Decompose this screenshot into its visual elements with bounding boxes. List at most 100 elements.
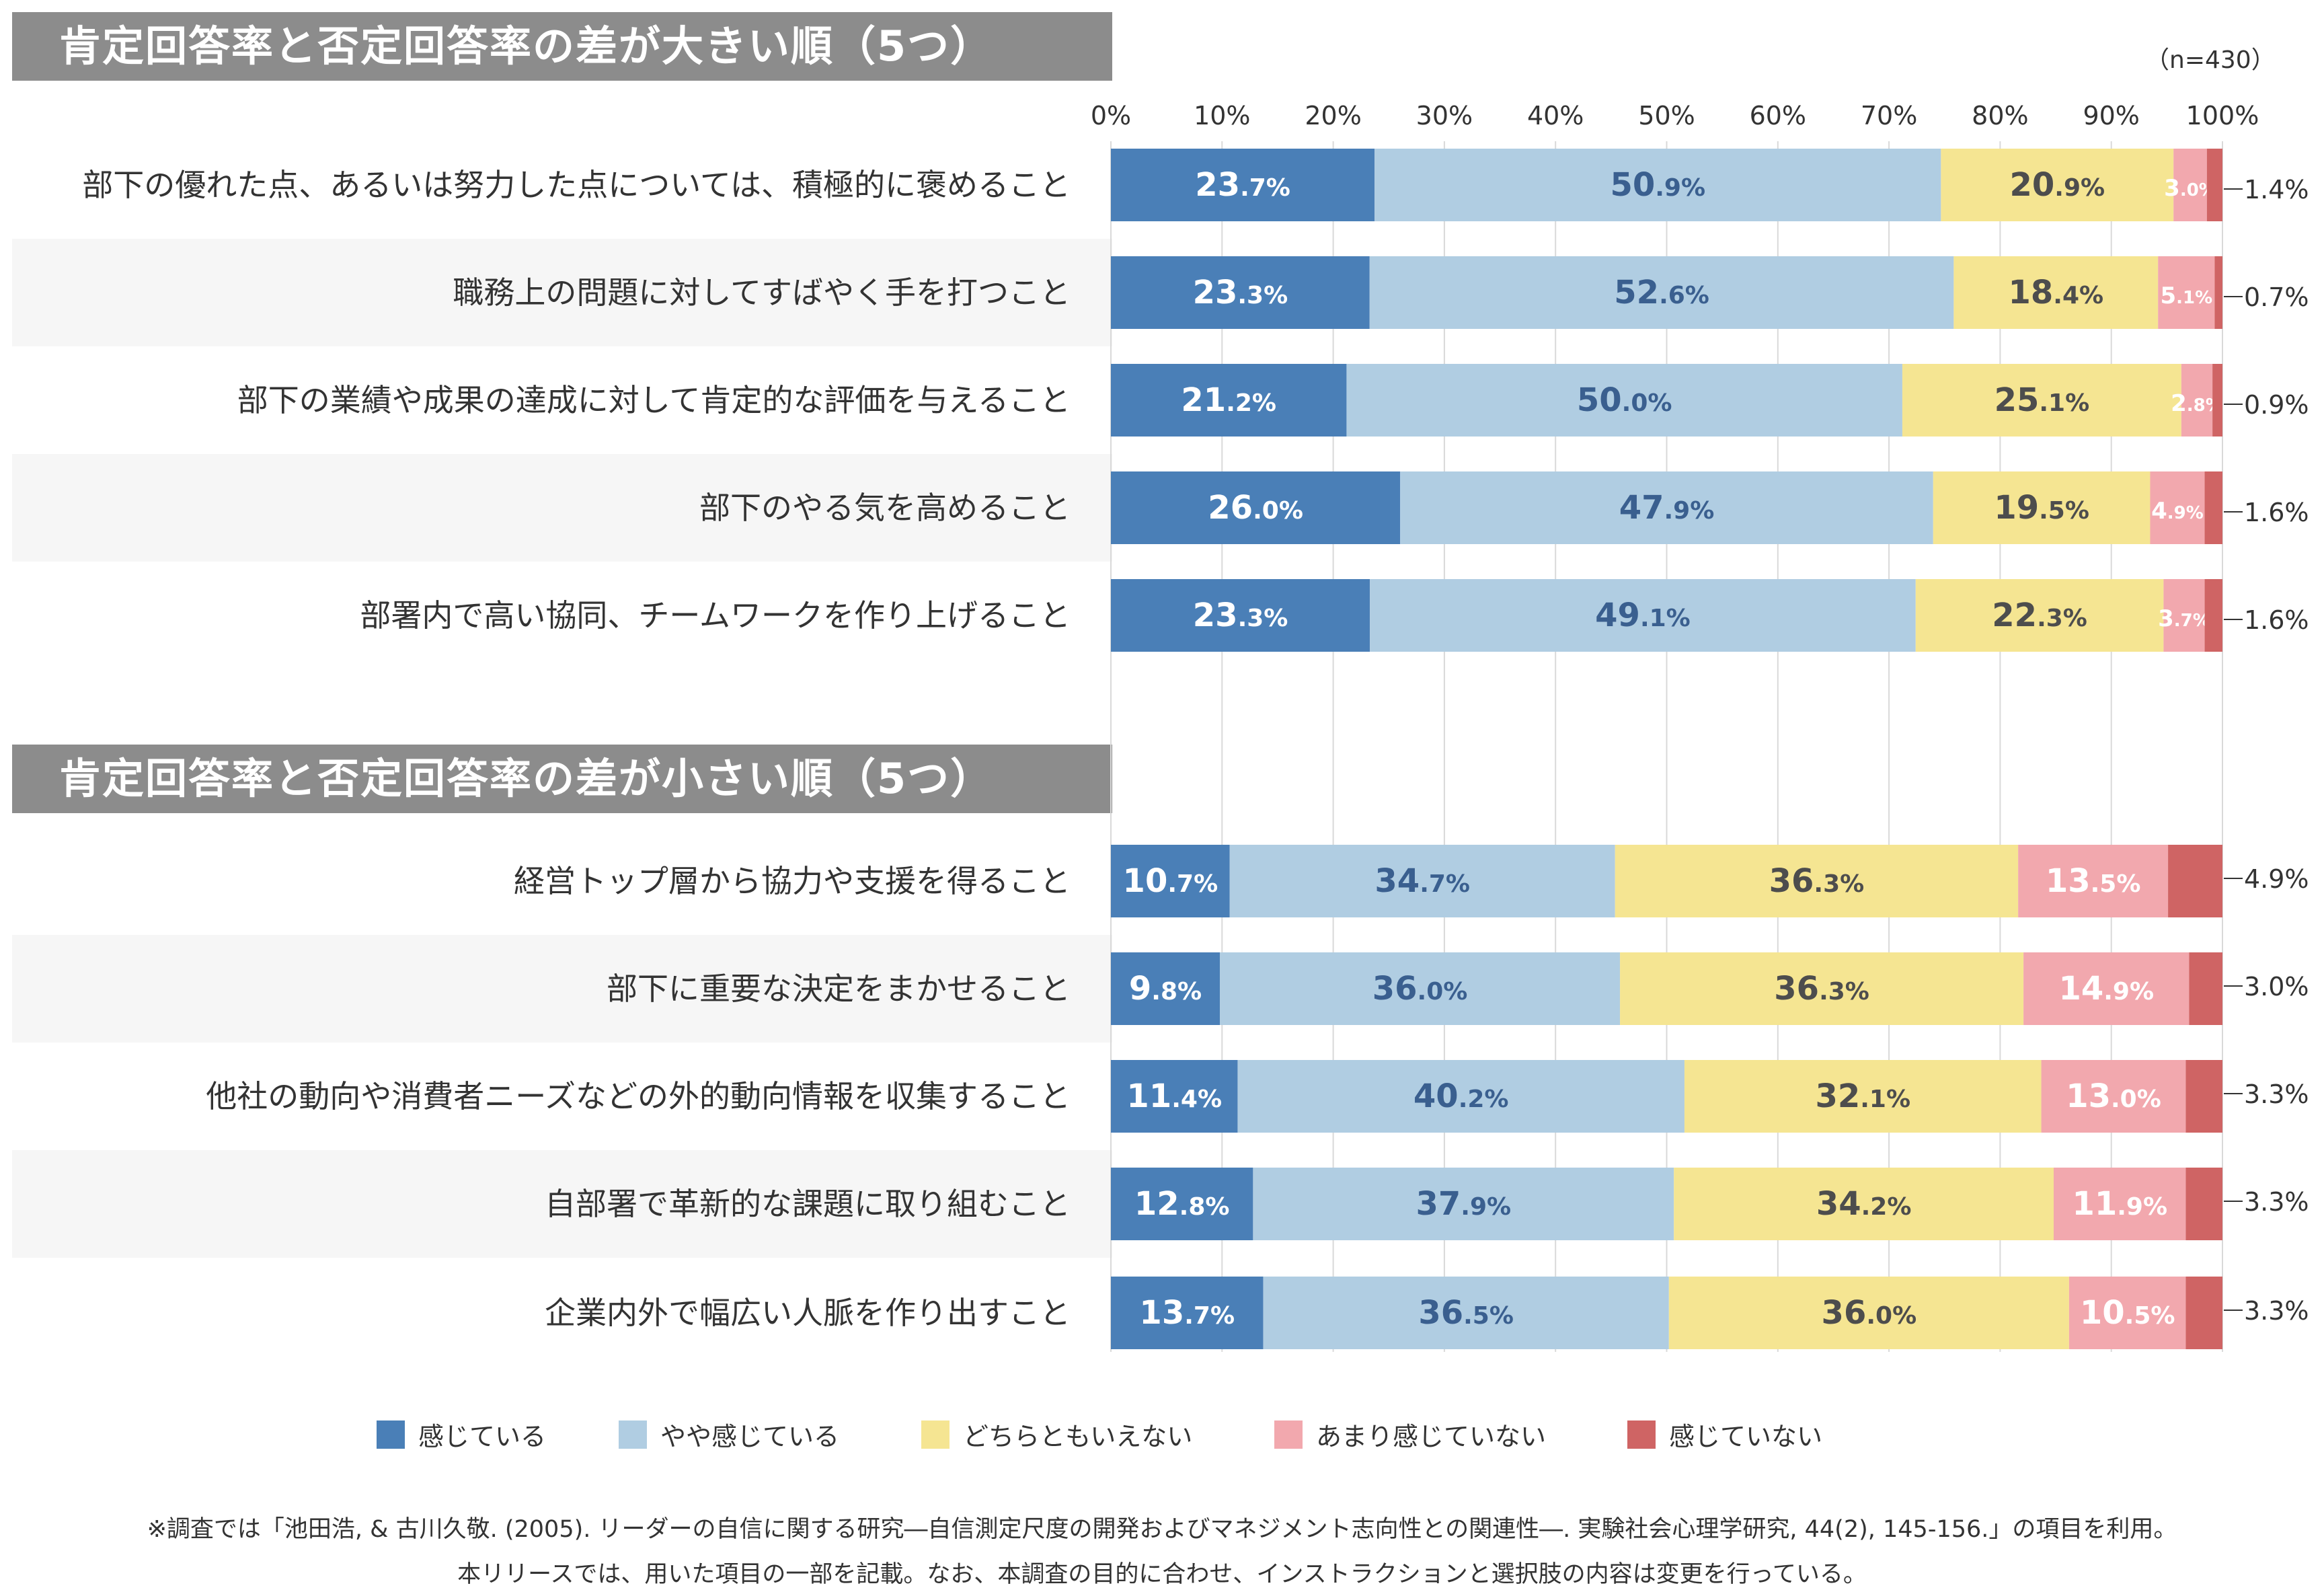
data-label: 40.2% [1413, 1077, 1509, 1115]
legend-label-2: やや感じている [660, 1422, 840, 1451]
bar-segment [1111, 1168, 1253, 1240]
bar-segment [1111, 952, 1220, 1025]
bar-segment [2185, 1277, 2222, 1349]
data-label: 20.9% [2009, 166, 2105, 204]
bar-segment [2041, 1060, 2186, 1133]
bar-segment [1111, 579, 1370, 652]
category-label: 部下の優れた点、あるいは努力した点については、積極的に褒めること [82, 167, 1071, 203]
bar-segment [2018, 845, 2169, 917]
bar-segment [2163, 579, 2205, 652]
bar-segment [2204, 579, 2222, 652]
data-label: 47.9% [1619, 489, 1715, 527]
x-tick-label: 60% [1750, 101, 1806, 130]
data-label: 14.9% [2058, 970, 2154, 1008]
outside-data-label: 1.6% [2244, 498, 2309, 527]
row-background [12, 454, 1112, 562]
row-background [12, 935, 1112, 1043]
data-label: 5.1% [2160, 282, 2212, 309]
data-label: 23.3% [1193, 274, 1288, 311]
data-label: 34.2% [1816, 1185, 1912, 1223]
legend-swatch-1 [377, 1420, 405, 1449]
legend-swatch-4 [1274, 1420, 1303, 1449]
bar-segment [1374, 149, 1941, 221]
legend-label-4: あまり感じていない [1316, 1422, 1547, 1451]
bar-segment [1933, 471, 2151, 544]
x-tick-label: 40% [1527, 101, 1584, 130]
bar-segment [2185, 1168, 2222, 1240]
legend-item-4: あまり感じていない [1274, 1416, 1546, 1453]
bar-segment [1111, 471, 1401, 544]
data-label: 36.3% [1769, 862, 1865, 900]
data-label: 36.3% [1774, 970, 1869, 1008]
data-label: 10.5% [2080, 1294, 2175, 1332]
data-label: 3.7% [2158, 605, 2210, 632]
data-label: 49.1% [1595, 597, 1691, 634]
bar-segment [1620, 952, 2024, 1025]
bar-segment [1111, 364, 1347, 437]
category-label: 経営トップ層から協力や支援を得ること [514, 863, 1071, 899]
bar-segment [2204, 471, 2222, 544]
section-header-largest-gap: 肯定回答率と否定回答率の差が大きい順（5つ） [12, 12, 1112, 81]
legend-swatch-5 [1627, 1420, 1656, 1449]
data-label: 21.2% [1181, 381, 1276, 419]
x-tick-label: 0% [1091, 101, 1131, 130]
bar-segment [2206, 149, 2222, 221]
legend-label-3: どちらともいえない [963, 1422, 1193, 1451]
bar-segment [1941, 149, 2174, 221]
data-label: 25.1% [1994, 381, 2090, 419]
data-label: 37.9% [1416, 1185, 1512, 1223]
data-label: 36.0% [1822, 1294, 1917, 1332]
bar-segment [1674, 1168, 2054, 1240]
outside-data-label: 4.9% [2244, 864, 2309, 894]
bar-segment [2150, 471, 2205, 544]
data-label: 13.7% [1139, 1294, 1235, 1332]
outside-data-label: 3.3% [2244, 1296, 2309, 1326]
legend-item-5: 感じていない [1627, 1416, 1822, 1453]
x-tick-label: 80% [1972, 101, 2028, 130]
data-label: 13.5% [2046, 862, 2141, 900]
data-label: 22.3% [1992, 597, 2087, 634]
bar-segment [1111, 845, 1230, 917]
category-label: 他社の動向や消費者ニーズなどの外的動向情報を収集すること [206, 1078, 1071, 1114]
bar-segment [1953, 256, 2159, 329]
data-label: 9.8% [1129, 970, 1202, 1008]
legend-item-2: やや感じている [619, 1416, 839, 1453]
data-label: 50.9% [1610, 166, 1705, 204]
bar-segment [2173, 149, 2207, 221]
outside-data-label: 3.3% [2244, 1187, 2309, 1217]
data-label: 50.0% [1577, 381, 1672, 419]
outside-data-label: 1.4% [2244, 175, 2309, 204]
x-tick-label: 70% [1861, 101, 1917, 130]
sample-size-label: （n=430） [2145, 46, 2276, 74]
data-label: 18.4% [2009, 274, 2104, 311]
data-label: 10.7% [1123, 862, 1218, 900]
x-tick-label: 10% [1194, 101, 1250, 130]
legend-swatch-2 [619, 1420, 647, 1449]
data-label: 23.3% [1193, 597, 1288, 634]
legend-item-3: どちらともいえない [921, 1416, 1192, 1453]
data-label: 4.9% [2151, 498, 2204, 525]
x-tick-label: 20% [1305, 101, 1361, 130]
bar-segment [1370, 579, 1916, 652]
outside-data-label: 1.6% [2244, 605, 2309, 635]
data-label: 11.9% [2072, 1185, 2167, 1223]
data-label: 32.1% [1815, 1077, 1910, 1115]
bar-segment [1902, 364, 2181, 437]
category-label: 自部署で革新的な課題に取り組むこと [545, 1186, 1071, 1222]
outside-data-label: 0.7% [2244, 282, 2309, 312]
outside-data-label: 3.3% [2244, 1079, 2309, 1109]
legend-swatch-3 [921, 1420, 950, 1449]
category-label: 職務上の問題に対してすばやく手を打つこと [453, 274, 1071, 311]
bar-segment [2023, 952, 2190, 1025]
category-label: 部下の業績や成果の達成に対して肯定的な評価を与えること [237, 382, 1071, 418]
legend: 感じている やや感じている どちらともいえない あまり感じていない 感じていない [0, 1416, 2324, 1451]
x-tick-label: 50% [1638, 101, 1695, 130]
data-label: 11.4% [1126, 1077, 1222, 1115]
row-background [12, 239, 1112, 346]
x-tick-label: 30% [1416, 101, 1473, 130]
bar-segment [2212, 364, 2222, 437]
bar-segment [1346, 364, 1902, 437]
bar-segment [1237, 1060, 1684, 1133]
bar-segment [2168, 845, 2222, 917]
bar-segment [1111, 256, 1370, 329]
